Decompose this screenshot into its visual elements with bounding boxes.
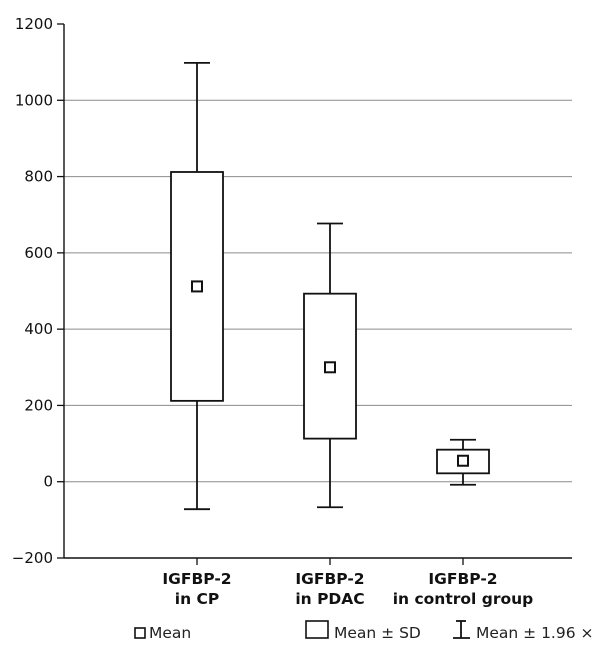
box-group [170,62,224,511]
x-category-label-line1: IGFBP-2 [162,570,231,588]
legend-mean-square-icon [134,627,146,639]
legend-label-mean-sd: Mean ± SD [334,624,421,642]
y-tick-label: 400 [24,320,53,338]
x-category-label-line2: in CP [175,590,219,608]
x-category-label-line1: IGFBP-2 [428,570,497,588]
x-category-label-line2: in PDAC [295,590,364,608]
x-axis-category-labels: IGFBP-2 in CP IGFBP-2 in PDAC IGFBP-2 in cont… [162,558,533,608]
mean-marker [457,454,469,467]
y-tick-label: 600 [24,244,53,262]
y-tick-label: 200 [24,396,53,414]
axes [63,24,572,559]
x-category-label-line1: IGFBP-2 [295,570,364,588]
y-tick-label: 0 [43,473,53,491]
legend-label-mean-ci: Mean ± 1.96 × SD [476,624,593,642]
box-group [436,438,490,486]
x-category-label-line2: in control group [393,590,534,608]
y-tick-label: 1200 [15,15,53,33]
y-tick-label: 1000 [15,91,53,109]
mean-marker [324,361,336,374]
y-tick-label: −200 [12,549,53,567]
legend: Mean Mean ± SD Mean ± 1.96 × SD [134,620,593,642]
box-series [170,62,490,511]
box-group [303,222,357,509]
mean-marker [191,280,203,293]
y-tick-label: 800 [24,168,53,186]
y-axis-ticks: −200 0 200 400 600 800 1000 1200 [12,15,64,567]
legend-whisker-icon [453,620,470,639]
legend-box-icon [305,620,329,639]
legend-label-mean: Mean [149,624,191,642]
